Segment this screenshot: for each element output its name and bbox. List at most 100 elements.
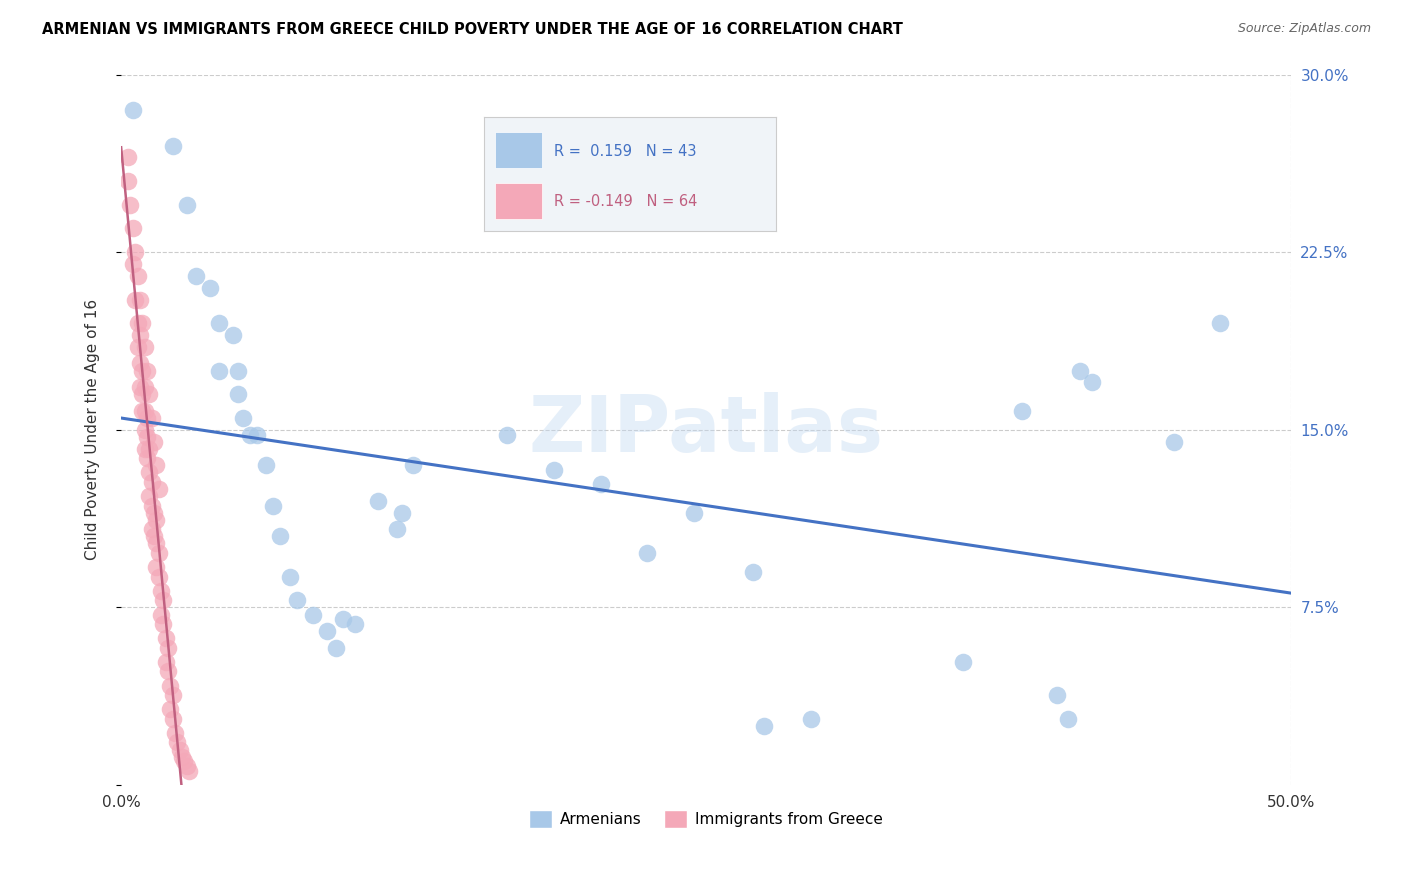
Point bbox=[198, 281, 221, 295]
Point bbox=[155, 632, 177, 646]
Point bbox=[135, 451, 157, 466]
Point bbox=[128, 356, 150, 370]
Point bbox=[169, 742, 191, 756]
Point bbox=[148, 569, 170, 583]
Point bbox=[134, 442, 156, 456]
Point bbox=[152, 617, 174, 632]
Point bbox=[159, 679, 181, 693]
Point bbox=[121, 257, 143, 271]
Point bbox=[124, 293, 146, 307]
Point bbox=[269, 529, 291, 543]
Point bbox=[134, 404, 156, 418]
Text: ARMENIAN VS IMMIGRANTS FROM GREECE CHILD POVERTY UNDER THE AGE OF 16 CORRELATION: ARMENIAN VS IMMIGRANTS FROM GREECE CHILD… bbox=[42, 22, 903, 37]
Point bbox=[128, 380, 150, 394]
Point bbox=[162, 688, 184, 702]
Point bbox=[135, 430, 157, 444]
Point bbox=[138, 489, 160, 503]
Point bbox=[145, 513, 167, 527]
Point bbox=[134, 340, 156, 354]
Point bbox=[131, 404, 153, 418]
Point bbox=[800, 712, 823, 726]
Legend: Armenians, Immigrants from Greece: Armenians, Immigrants from Greece bbox=[523, 804, 889, 834]
Point bbox=[162, 138, 184, 153]
Point bbox=[1163, 434, 1185, 449]
Point bbox=[141, 522, 163, 536]
Point bbox=[152, 593, 174, 607]
Point bbox=[226, 363, 249, 377]
Point bbox=[134, 380, 156, 394]
Point bbox=[239, 427, 262, 442]
Point bbox=[754, 719, 776, 733]
Point bbox=[138, 387, 160, 401]
Point bbox=[141, 499, 163, 513]
Point bbox=[208, 363, 231, 377]
Point bbox=[121, 221, 143, 235]
Point bbox=[120, 198, 142, 212]
Point bbox=[391, 506, 413, 520]
Point bbox=[285, 593, 308, 607]
Point bbox=[138, 442, 160, 456]
Point bbox=[173, 755, 195, 769]
Point bbox=[1057, 712, 1080, 726]
Point bbox=[589, 477, 612, 491]
Point bbox=[232, 411, 254, 425]
Text: Source: ZipAtlas.com: Source: ZipAtlas.com bbox=[1237, 22, 1371, 36]
Point bbox=[148, 546, 170, 560]
Point bbox=[135, 411, 157, 425]
Point bbox=[142, 434, 165, 449]
Y-axis label: Child Poverty Under the Age of 16: Child Poverty Under the Age of 16 bbox=[86, 299, 100, 560]
Point bbox=[170, 749, 193, 764]
Point bbox=[316, 624, 339, 639]
Point bbox=[141, 475, 163, 489]
Point bbox=[127, 316, 149, 330]
Point bbox=[148, 482, 170, 496]
Point bbox=[385, 522, 408, 536]
Point bbox=[184, 268, 207, 283]
Point bbox=[159, 702, 181, 716]
Point bbox=[131, 363, 153, 377]
Point bbox=[149, 583, 172, 598]
Point bbox=[163, 726, 186, 740]
Point bbox=[302, 607, 325, 622]
Point bbox=[222, 328, 245, 343]
Point bbox=[683, 506, 706, 520]
Point bbox=[176, 759, 198, 773]
Point bbox=[1011, 404, 1033, 418]
Point bbox=[1209, 316, 1232, 330]
Point bbox=[1069, 363, 1091, 377]
Point bbox=[226, 387, 249, 401]
Point bbox=[149, 607, 172, 622]
Point bbox=[127, 340, 149, 354]
Point bbox=[367, 494, 389, 508]
Point bbox=[278, 569, 301, 583]
Point bbox=[741, 565, 763, 579]
Point bbox=[156, 640, 179, 655]
Point bbox=[952, 655, 974, 669]
Point bbox=[344, 617, 367, 632]
Point bbox=[131, 316, 153, 330]
Point bbox=[142, 506, 165, 520]
Point bbox=[128, 293, 150, 307]
Point bbox=[142, 529, 165, 543]
Point bbox=[325, 640, 347, 655]
Point bbox=[1081, 376, 1104, 390]
Point bbox=[145, 458, 167, 473]
Text: ZIPatlas: ZIPatlas bbox=[529, 392, 883, 467]
Point bbox=[254, 458, 277, 473]
Point bbox=[176, 198, 198, 212]
Point bbox=[496, 427, 519, 442]
Point bbox=[262, 499, 284, 513]
Point bbox=[135, 363, 157, 377]
Point bbox=[131, 387, 153, 401]
Point bbox=[332, 612, 354, 626]
Point bbox=[127, 268, 149, 283]
Point bbox=[134, 423, 156, 437]
Point bbox=[162, 712, 184, 726]
Point bbox=[1046, 688, 1069, 702]
Point bbox=[128, 328, 150, 343]
Point bbox=[117, 150, 139, 164]
Point bbox=[155, 655, 177, 669]
Point bbox=[208, 316, 231, 330]
Point bbox=[121, 103, 143, 117]
Point bbox=[141, 411, 163, 425]
